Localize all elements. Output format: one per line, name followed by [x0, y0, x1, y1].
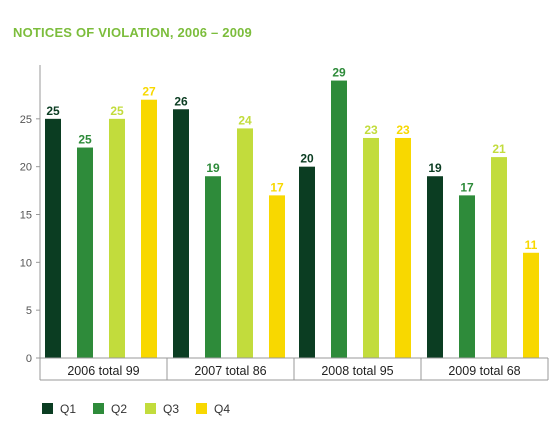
data-label: 17 [270, 180, 284, 194]
data-label: 17 [460, 180, 474, 194]
legend-swatch [145, 403, 156, 414]
bar-q3-1 [109, 118, 125, 358]
data-label: 29 [332, 66, 346, 80]
data-label: 21 [492, 142, 506, 156]
data-label: 27 [142, 85, 156, 99]
data-label: 19 [206, 161, 220, 175]
category-label: 2007 total 86 [194, 364, 266, 378]
bar-q2-4 [459, 195, 475, 358]
bar-q2-3 [331, 80, 347, 359]
legend-swatch [42, 403, 53, 414]
legend-item-q2: Q2 [93, 402, 127, 416]
y-tick-label: 0 [26, 353, 32, 365]
data-label: 20 [300, 152, 314, 166]
category-label: 2006 total 99 [67, 364, 139, 378]
bar-q2-2 [205, 176, 221, 358]
legend-item-q3: Q3 [145, 402, 179, 416]
legend-label: Q4 [214, 402, 230, 416]
y-axis: 0 5 10 15 20 25 [20, 65, 41, 365]
data-label: 19 [428, 161, 442, 175]
data-label: 25 [110, 104, 124, 118]
data-label: 25 [46, 104, 60, 118]
data-label: 25 [78, 133, 92, 147]
y-tick-label: 15 [20, 210, 32, 222]
bar-q4-4 [523, 252, 539, 358]
bar-q4-1 [141, 99, 157, 358]
data-label: 23 [396, 123, 410, 137]
legend-swatch [93, 403, 104, 414]
data-label: 23 [364, 123, 378, 137]
legend-label: Q1 [60, 402, 76, 416]
bar-q1-4 [427, 176, 443, 358]
category-label: 2009 total 68 [448, 364, 520, 378]
legend-label: Q3 [163, 402, 179, 416]
y-tick-label: 20 [20, 162, 32, 174]
bar-q1-2 [173, 109, 189, 359]
y-tick-label: 5 [26, 305, 32, 317]
bar-q1-3 [299, 166, 315, 358]
bar-q4-3 [395, 137, 411, 358]
legend-label: Q2 [111, 402, 127, 416]
bars: 25 26 20 19 25 19 29 17 25 24 23 21 27 17 23 11 [45, 66, 539, 359]
x-axis: 2006 total 99 2007 total 86 2008 total 95 2… [39, 357, 549, 381]
data-label: 26 [174, 94, 188, 108]
legend-item-q1: Q1 [42, 402, 76, 416]
data-label: 24 [238, 113, 252, 127]
legend-swatch [196, 403, 207, 414]
bar-q3-2 [237, 128, 253, 358]
y-tick-label: 10 [20, 257, 32, 269]
bar-q2-1 [77, 147, 93, 358]
y-tick-label: 25 [20, 114, 32, 126]
legend-item-q4: Q4 [196, 402, 230, 416]
bar-q3-3 [363, 137, 379, 358]
bar-q4-2 [269, 195, 285, 358]
bar-q1-1 [45, 118, 61, 358]
bar-q3-4 [491, 157, 507, 358]
chart-title: NOTICES OF VIOLATION, 2006 – 2009 [13, 25, 252, 40]
category-label: 2008 total 95 [321, 364, 393, 378]
legend: Q1 Q2 Q3 Q4 [42, 402, 230, 416]
data-label: 11 [525, 238, 538, 252]
